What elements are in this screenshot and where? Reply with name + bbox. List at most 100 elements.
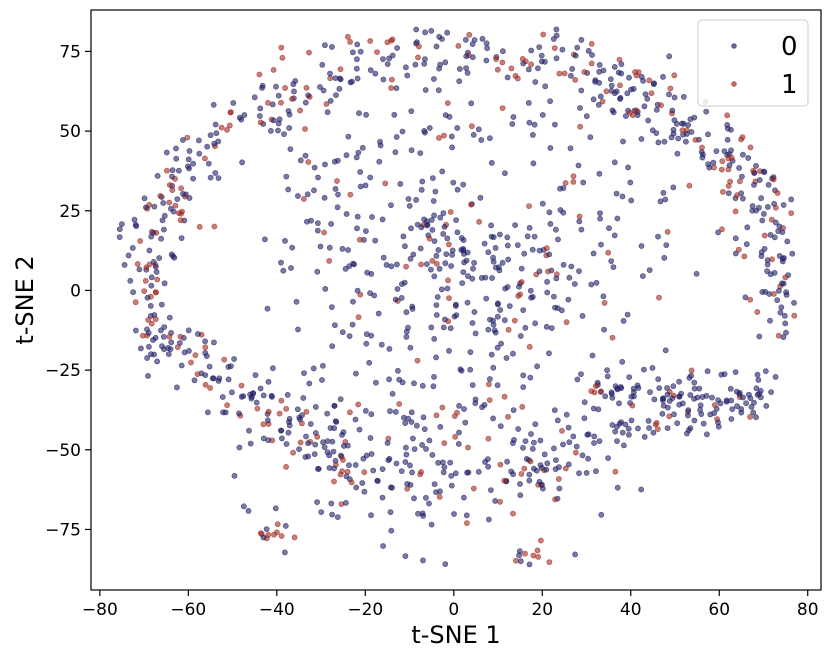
scatter-point [377, 138, 383, 145]
scatter-point [177, 217, 184, 224]
scatter-point [344, 33, 351, 40]
scatter-point [413, 26, 420, 33]
scatter-point [422, 494, 429, 501]
scatter-point [686, 182, 693, 189]
axes-layer: −80 −60 −40 −20 0 20 40 60 80 −75 −50 −25 0 25 50 75 t-S… [11, 9, 822, 649]
scatter-point [410, 251, 417, 258]
scatter-point [468, 201, 474, 208]
scatter-point [645, 417, 652, 424]
scatter-point [544, 278, 550, 285]
scatter-point [579, 452, 586, 459]
scatter-point [521, 250, 528, 257]
scatter-point [591, 440, 597, 446]
scatter-point [370, 467, 377, 474]
scatter-point [553, 226, 559, 233]
scatter-point [728, 416, 735, 422]
scatter-point [431, 273, 438, 280]
scatter-point [434, 294, 441, 300]
scatter-point [426, 125, 433, 131]
scatter-point [245, 507, 252, 514]
scatter-point [442, 561, 449, 567]
scatter-point [357, 169, 364, 175]
scatter-point [367, 174, 374, 181]
scatter-point [747, 395, 754, 402]
scatter-point [532, 79, 539, 85]
scatter-point [556, 485, 563, 492]
legend-label-0: 0 [781, 32, 798, 62]
scatter-point [329, 438, 336, 445]
scatter-point [444, 285, 451, 292]
scatter-point [499, 48, 506, 55]
scatter-point [485, 516, 492, 523]
scatter-point [380, 56, 386, 62]
scatter-point [400, 414, 407, 421]
scatter-point [590, 405, 597, 412]
scatter-point [379, 216, 386, 223]
scatter-point [527, 287, 534, 294]
scatter-point [557, 185, 563, 192]
scatter-point [221, 356, 228, 363]
scatter-point [736, 389, 743, 396]
scatter-point [356, 236, 363, 243]
scatter-point [646, 425, 652, 431]
scatter-point [469, 382, 476, 388]
scatter-point [154, 276, 161, 283]
scatter-point [354, 287, 361, 294]
scatter-point [438, 286, 445, 293]
x-tick-label: 40 [620, 600, 642, 620]
scatter-point [771, 234, 778, 241]
scatter-point [614, 386, 621, 393]
scatter-point [403, 328, 410, 335]
scatter-point [125, 252, 132, 259]
scatter-point [169, 173, 175, 180]
scatter-point [265, 99, 271, 106]
scatter-point [356, 426, 363, 433]
scatter-point [349, 49, 356, 56]
scatter-point [376, 158, 383, 165]
scatter-point [574, 44, 581, 51]
scatter-point [547, 98, 553, 105]
scatter-point [705, 131, 711, 138]
legend-label-1: 1 [781, 70, 798, 100]
scatter-point [428, 27, 435, 34]
scatter-point [312, 403, 319, 410]
scatter-point [184, 134, 191, 141]
scatter-point [649, 127, 656, 134]
scatter-point [686, 374, 693, 381]
scatter-point [388, 76, 395, 83]
scatter-point [291, 534, 298, 541]
scatter-point [562, 465, 569, 472]
scatter-point [494, 313, 501, 320]
scatter-point [192, 352, 199, 359]
scatter-point [191, 377, 198, 384]
scatter-point [588, 40, 595, 47]
scatter-point [437, 423, 444, 430]
scatter-point [207, 385, 213, 391]
scatter-point [494, 300, 501, 307]
scatter-point [154, 172, 161, 179]
scatter-point [463, 53, 470, 60]
scatter-point [393, 85, 400, 92]
scatter-point [465, 444, 471, 451]
scatter-point [278, 435, 285, 442]
scatter-point [750, 167, 757, 174]
scatter-point [462, 36, 469, 43]
scatter-point [159, 217, 166, 224]
scatter-point [132, 327, 139, 334]
scatter-point [295, 326, 301, 333]
scatter-point [743, 400, 749, 407]
scatter-point [127, 277, 134, 284]
scatter-point [479, 35, 486, 42]
scatter-point [505, 413, 511, 420]
scatter-point [484, 45, 490, 52]
scatter-point [497, 461, 504, 468]
scatter-point [152, 316, 159, 323]
scatter-point [204, 143, 211, 150]
scatter-point [732, 208, 739, 215]
scatter-point [481, 240, 488, 247]
scatter-point [614, 423, 620, 430]
scatter-point [152, 334, 159, 341]
scatter-point [543, 466, 550, 473]
scatter-point [269, 393, 275, 400]
scatter-point [361, 488, 368, 495]
